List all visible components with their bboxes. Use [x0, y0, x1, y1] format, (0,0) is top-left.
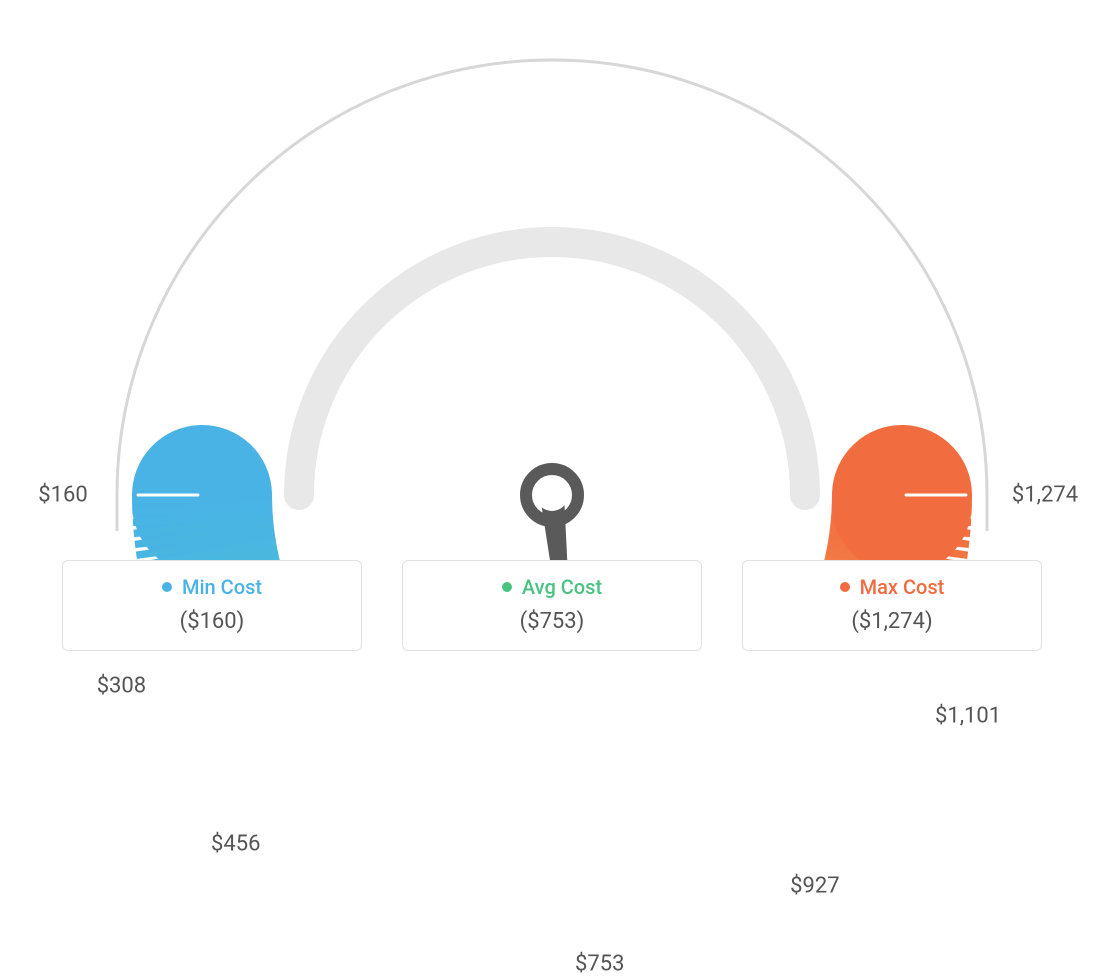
gauge-tick-label: $308	[97, 673, 146, 698]
cost-card-dot-icon	[840, 582, 850, 592]
cost-card-value: ($1,274)	[743, 609, 1041, 634]
cost-summary-cards: Min Cost ($160) Avg Cost ($753) Max Cost ($1,…	[40, 560, 1064, 651]
gauge-tick-label: $927	[790, 873, 839, 898]
gauge-tick-label: $160	[38, 483, 87, 508]
gauge-wrap: $160$308$456$753$927$1,101$1,274	[40, 20, 1064, 560]
gauge-tick-label: $1,101	[935, 703, 1001, 728]
cost-card: Avg Cost ($753)	[402, 560, 702, 651]
cost-card-header: Min Cost	[162, 575, 262, 599]
inner-track	[299, 242, 805, 495]
cost-card-header: Avg Cost	[502, 575, 602, 599]
cost-card: Min Cost ($160)	[62, 560, 362, 651]
cost-card-header: Max Cost	[840, 575, 945, 599]
cost-card-title: Min Cost	[182, 575, 262, 599]
cost-card: Max Cost ($1,274)	[742, 560, 1042, 651]
gauge-tick-label: $456	[211, 832, 260, 857]
cost-card-value: ($753)	[403, 609, 701, 634]
gauge-tick-label: $1,274	[1012, 483, 1078, 508]
cost-card-dot-icon	[162, 582, 172, 592]
outer-track	[117, 60, 987, 495]
cost-card-title: Max Cost	[860, 575, 945, 599]
cost-gauge-container: $160$308$456$753$927$1,101$1,274 Min Cos…	[0, 0, 1104, 690]
gauge-tick-label: $753	[575, 951, 624, 976]
cost-card-value: ($160)	[63, 609, 361, 634]
cost-card-dot-icon	[502, 582, 512, 592]
gauge-chart	[40, 20, 1064, 560]
cost-card-title: Avg Cost	[522, 575, 602, 599]
